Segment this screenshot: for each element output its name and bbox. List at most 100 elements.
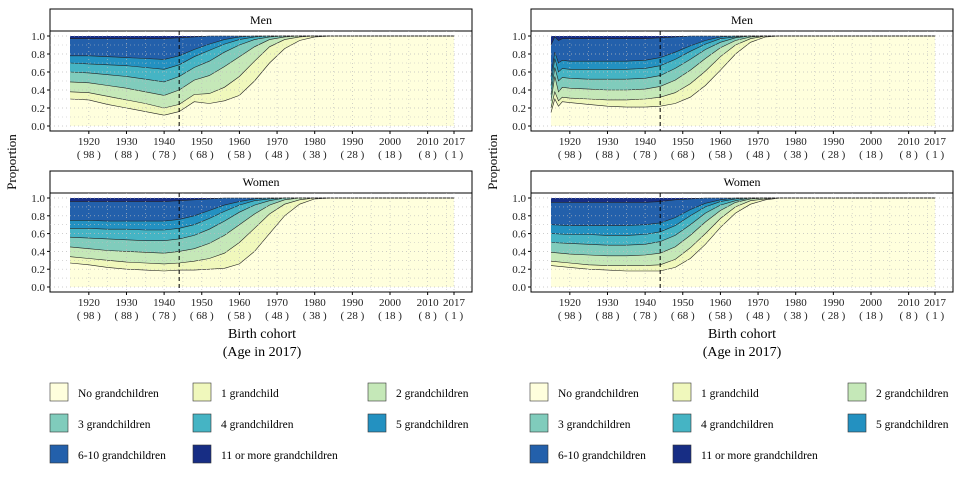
- x-tick-label: 1930: [115, 136, 138, 148]
- area-3-grandchildren: [551, 198, 935, 256]
- legend-item: 6-10 grandchildren: [529, 444, 646, 464]
- legend-swatch: [847, 413, 867, 433]
- x-axis-title: Birth cohort: [228, 327, 296, 342]
- area-4-grandchildren: [70, 36, 454, 82]
- x-tick-label: 2000: [860, 297, 883, 309]
- x-tick-label: 1920: [559, 297, 582, 309]
- x-tick-sublabel: ( 48 ): [265, 149, 289, 161]
- y-tick-label: 0.0: [31, 121, 45, 133]
- x-tick-label: 1970: [266, 297, 289, 309]
- legend-label: 2 grandchildren: [396, 388, 469, 400]
- legend-label: 4 grandchildren: [701, 419, 774, 431]
- legend-item: 11 or more grandchildren: [192, 444, 338, 464]
- x-tick-sublabel: ( 1 ): [445, 310, 464, 322]
- x-tick-sublabel: ( 8 ): [899, 149, 918, 161]
- area-5-grandchildren: [551, 198, 935, 236]
- x-tick-label: 1920: [559, 136, 582, 148]
- x-tick-label: 1970: [747, 297, 770, 309]
- x-tick-label: 1990: [341, 297, 364, 309]
- legend-item: 3 grandchildren: [49, 413, 151, 433]
- x-tick-label: 1950: [191, 297, 214, 309]
- legend-label: 6-10 grandchildren: [558, 450, 646, 462]
- x-tick-sublabel: ( 68 ): [190, 310, 214, 322]
- x-tick-label: 1940: [634, 297, 657, 309]
- x-tick-sublabel: ( 38 ): [303, 310, 327, 322]
- x-tick-label: 1950: [191, 136, 214, 148]
- legend-item: No grandchildren: [49, 382, 159, 402]
- y-tick-label: 0.8: [31, 49, 45, 61]
- x-tick-label: 1920: [78, 136, 101, 148]
- legend-label: 6-10 grandchildren: [78, 450, 166, 462]
- area-11-or-more-grandchildren: [70, 198, 454, 202]
- legend-label: 11 or more grandchildren: [221, 450, 338, 462]
- x-tick-sublabel: ( 18 ): [378, 149, 402, 161]
- x-tick-label: 2017: [443, 136, 466, 148]
- x-tick-sublabel: ( 8 ): [418, 149, 437, 161]
- legend-item: 11 or more grandchildren: [672, 444, 818, 464]
- x-tick-label: 1950: [672, 136, 695, 148]
- x-tick-sublabel: ( 58 ): [227, 310, 251, 322]
- area-6-10-grandchildren: [551, 36, 935, 77]
- x-tick-sublabel: ( 28 ): [821, 149, 845, 161]
- y-tick-label: 0.6: [31, 67, 45, 79]
- x-tick-label: 2017: [924, 297, 947, 309]
- grid: [50, 193, 472, 292]
- legend-swatch: [192, 413, 212, 433]
- y-tick-label: 1.0: [31, 31, 45, 43]
- x-tick-label: 1960: [228, 136, 251, 148]
- x-tick-sublabel: ( 58 ): [708, 310, 732, 322]
- legend-item: 5 grandchildren: [847, 413, 949, 433]
- legend-swatch: [49, 382, 69, 402]
- area-2-grandchildren: [70, 36, 454, 108]
- grid: [50, 31, 472, 131]
- legend-swatch: [49, 413, 69, 433]
- x-tick-sublabel: ( 88 ): [115, 149, 139, 161]
- legend-item: 2 grandchildren: [847, 382, 949, 402]
- legend-label: No grandchildren: [558, 388, 639, 400]
- x-tick-sublabel: ( 38 ): [784, 310, 808, 322]
- x-tick-sublabel: ( 1 ): [926, 149, 945, 161]
- x-tick-sublabel: ( 78 ): [152, 310, 176, 322]
- x-tick-sublabel: ( 78 ): [633, 149, 657, 161]
- area-5-grandchildren: [70, 198, 454, 230]
- y-tick-label: 0.4: [512, 246, 526, 258]
- legend-item: 6-10 grandchildren: [49, 444, 166, 464]
- legend-label: 2 grandchildren: [876, 388, 949, 400]
- x-tick-sublabel: ( 88 ): [596, 310, 620, 322]
- y-tick-label: 1.0: [31, 193, 45, 205]
- x-tick-label: 1950: [672, 297, 695, 309]
- area-5-grandchildren: [70, 36, 454, 70]
- x-tick-sublabel: ( 8 ): [418, 310, 437, 322]
- boundary-line: [550, 35, 935, 46]
- x-tick-label: 1980: [304, 136, 327, 148]
- panel-strip-label: Men: [250, 13, 272, 27]
- y-tick-label: 0.0: [512, 282, 526, 294]
- x-tick-sublabel: ( 88 ): [596, 149, 620, 161]
- area-3-grandchildren: [70, 198, 454, 254]
- y-axis-title: Proportion: [485, 134, 500, 190]
- x-tick-sublabel: ( 48 ): [265, 310, 289, 322]
- x-tick-label: 1940: [634, 136, 657, 148]
- legend-label: 1 grandchild: [701, 388, 759, 400]
- legend-swatch: [672, 413, 692, 433]
- x-tick-sublabel: ( 28 ): [340, 149, 364, 161]
- x-tick-sublabel: ( 48 ): [746, 149, 770, 161]
- legend-item: No grandchildren: [529, 382, 639, 402]
- x-tick-sublabel: ( 58 ): [708, 149, 732, 161]
- legend-label: 5 grandchildren: [876, 419, 949, 431]
- legend-swatch: [192, 382, 212, 402]
- x-tick-label: 1980: [785, 136, 808, 148]
- area-11-or-more-grandchildren: [551, 36, 935, 45]
- legend-label: 3 grandchildren: [558, 419, 631, 431]
- y-tick-label: 1.0: [512, 193, 526, 205]
- legend-item: 5 grandchildren: [367, 413, 469, 433]
- x-tick-label: 1970: [747, 136, 770, 148]
- y-tick-label: 0.6: [512, 67, 526, 79]
- x-tick-label: 2000: [379, 136, 402, 148]
- y-tick-label: 0.8: [31, 211, 45, 223]
- y-tick-label: 1.0: [512, 31, 526, 43]
- y-tick-label: 0.2: [31, 264, 45, 276]
- x-tick-label: 1960: [228, 297, 251, 309]
